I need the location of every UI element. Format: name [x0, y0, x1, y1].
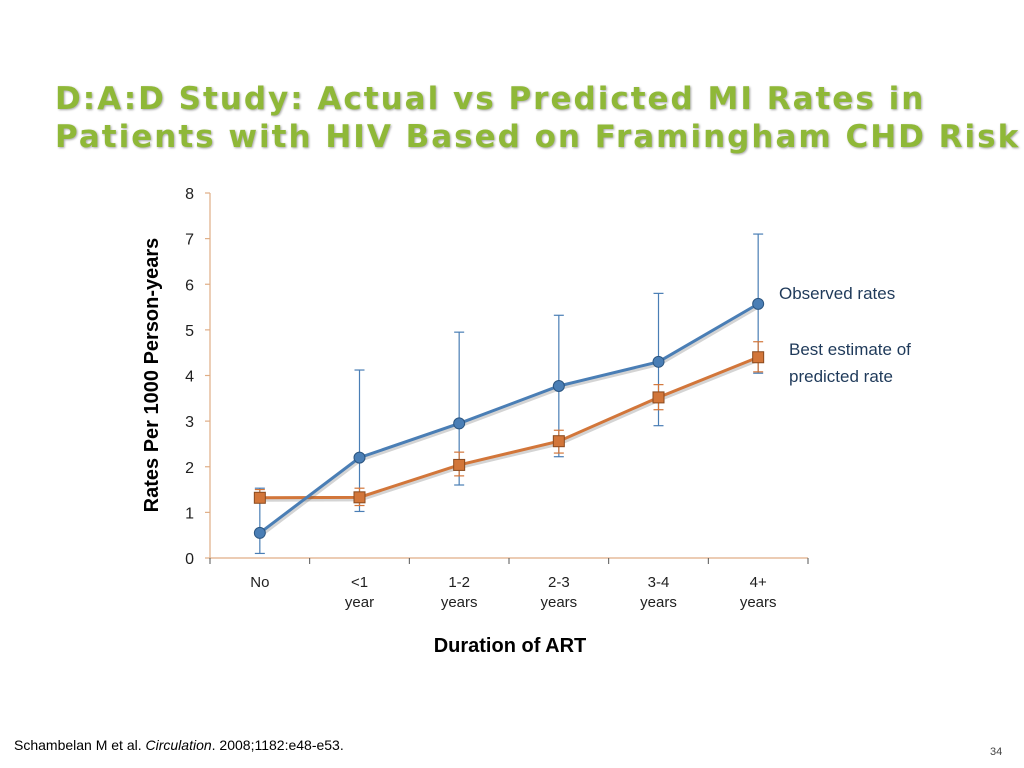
y-tick-label: 6: [185, 277, 194, 294]
predicted-rate-label: Best estimate of predicted rate: [789, 340, 911, 386]
axes: [205, 192, 809, 564]
y-tick-label: 8: [185, 186, 194, 203]
citation-authors: Schambelan M et al.: [14, 737, 146, 753]
observed-data-point: [752, 297, 765, 310]
predicted-data-point: [652, 391, 665, 404]
x-tick-label: 3-4 years: [640, 574, 677, 611]
predicted-data-point: [752, 351, 765, 364]
observed-rates-label: Observed rates: [779, 284, 895, 303]
series-line-shadow: [260, 356, 761, 502]
citation-journal: Circulation: [145, 737, 212, 753]
observed-data-point: [253, 526, 266, 539]
observed-data-point: [353, 451, 366, 464]
y-tick-label: 0: [185, 551, 194, 568]
predicted-data-point: [253, 491, 266, 504]
y-tick-label: 3: [185, 414, 194, 431]
series-annotations: Observed rates Best estimate of predicted …: [779, 284, 911, 386]
tick-labels: 0 1 2 3 4 5 6 7 8 No <1 year 1-2 years 2-3 years 3-4 year…: [185, 186, 776, 611]
page-number: 34: [990, 746, 1003, 758]
predicted-series-line: [259, 355, 759, 500]
x-tick-label: 1-2 years: [441, 574, 478, 611]
plot-area: [253, 233, 765, 555]
observed-data-point: [652, 355, 665, 368]
slide-title: D:A:D Study: Actual vs Predicted MI Rate…: [55, 80, 1021, 156]
series-line-shadow: [259, 303, 761, 537]
title-line-1: D:A:D Study: Actual vs Predicted MI Rate…: [55, 81, 926, 117]
y-tick-label: 4: [185, 369, 194, 386]
citation-details: . 2008;1182:e48-e53.: [211, 737, 344, 753]
y-tick-label: 5: [185, 323, 194, 340]
x-tick-label: No: [250, 574, 269, 591]
predicted-data-point: [353, 491, 366, 504]
citation: Schambelan M et al. Circulation. 2008;11…: [14, 737, 344, 753]
y-tick-label: 7: [185, 232, 194, 249]
y-tick-label: 2: [185, 460, 194, 477]
observed-data-point: [552, 379, 565, 392]
predicted-data-point: [552, 435, 565, 448]
y-tick-label: 1: [185, 505, 194, 522]
y-axis-label: Rates Per 1000 Person-years: [141, 238, 163, 513]
title-line-2: Patients with HIV Based on Framingham CH…: [55, 119, 1021, 155]
observed-data-point: [453, 417, 466, 430]
observed-series-line: [258, 302, 759, 535]
x-axis-label: Duration of ART: [434, 635, 587, 657]
predicted-data-point: [453, 458, 466, 471]
x-tick-label: 4+ years: [740, 574, 777, 611]
x-tick-label: 2-3 years: [540, 574, 577, 611]
x-tick-label: <1 year: [345, 574, 374, 611]
